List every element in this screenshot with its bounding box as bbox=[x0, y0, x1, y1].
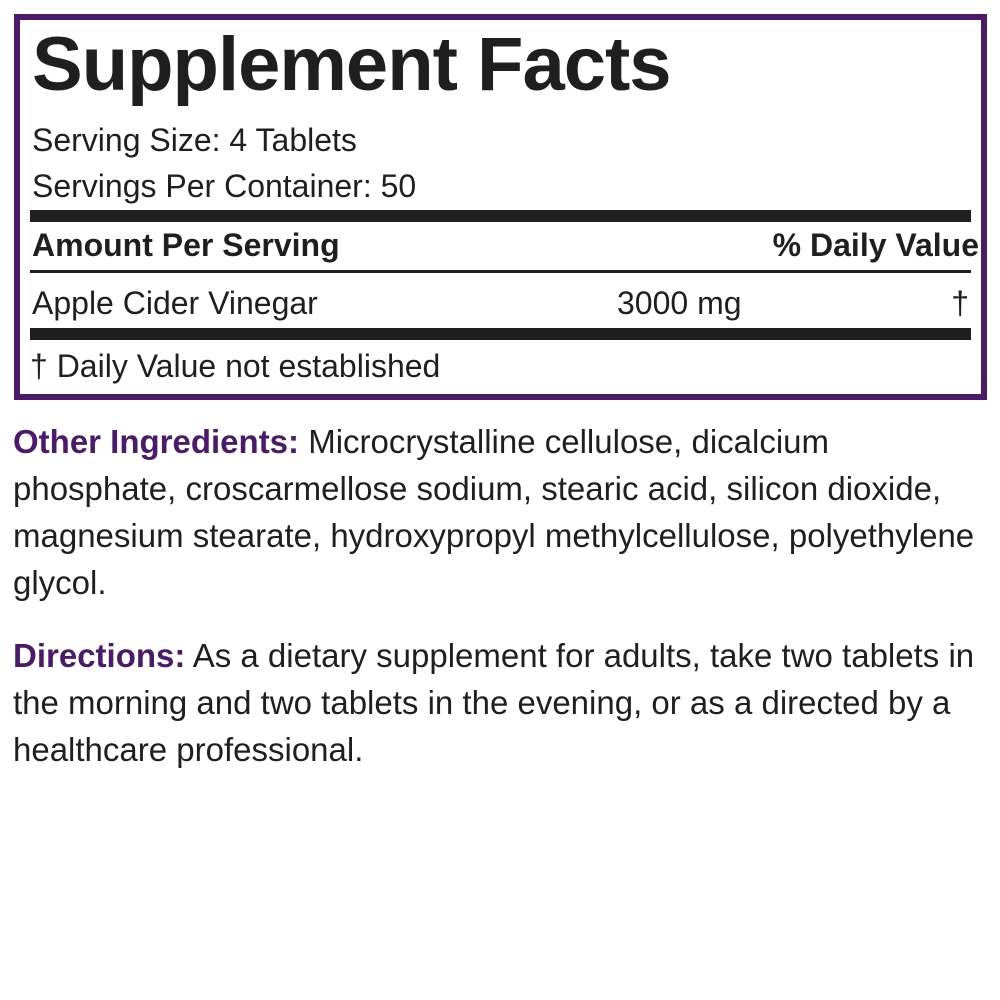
other-ingredients: Other Ingredients: Microcrystalline cell… bbox=[13, 418, 993, 606]
amount-per-serving-header: Amount Per Serving bbox=[32, 227, 340, 263]
footnote: † Daily Value not established bbox=[30, 348, 441, 384]
directions-label: Directions: bbox=[13, 637, 186, 674]
nutrient-name: Apple Cider Vinegar bbox=[32, 285, 318, 321]
thin-divider bbox=[30, 270, 971, 273]
nutrient-daily-value: † bbox=[951, 285, 969, 321]
supplement-facts-panel: Supplement Facts Serving Size: 4 Tablets… bbox=[14, 14, 987, 400]
directions-text: As a dietary supplement for adults, take… bbox=[13, 637, 975, 768]
other-ingredients-label: Other Ingredients: bbox=[13, 423, 300, 460]
other-ingredients-text: Microcrystalline cellulose, dicalcium ph… bbox=[13, 423, 975, 601]
servings-per-container: Servings Per Container: 50 bbox=[32, 168, 417, 204]
daily-value-header: % Daily Value bbox=[772, 227, 979, 263]
thick-divider bbox=[30, 210, 971, 222]
thick-divider bbox=[30, 328, 971, 340]
nutrient-amount: 3000 mg bbox=[617, 285, 742, 321]
facts-title: Supplement Facts bbox=[32, 22, 672, 107]
directions: Directions: As a dietary supplement for … bbox=[13, 632, 993, 773]
serving-size: Serving Size: 4 Tablets bbox=[32, 122, 357, 158]
